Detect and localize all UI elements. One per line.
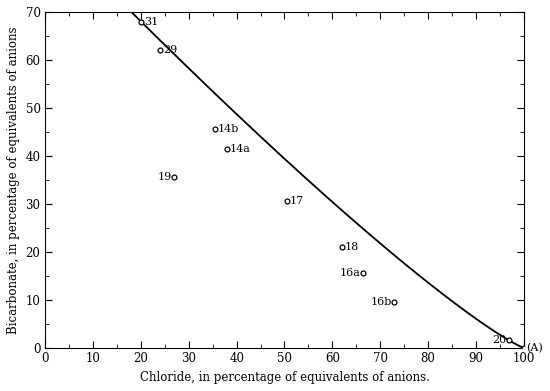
Text: 14b: 14b: [218, 124, 239, 135]
X-axis label: Chloride, in percentage of equivalents of anions.: Chloride, in percentage of equivalents o…: [140, 371, 430, 384]
Text: 31: 31: [144, 16, 158, 27]
Text: 18: 18: [345, 242, 359, 252]
Y-axis label: Bicarbonate, in percentage of equivalents of anions: Bicarbonate, in percentage of equivalent…: [7, 26, 20, 334]
Text: 16a: 16a: [340, 268, 361, 278]
Text: 17: 17: [290, 196, 304, 206]
Text: (A): (A): [526, 343, 543, 353]
Text: 14a: 14a: [230, 143, 251, 154]
Text: 16b: 16b: [370, 297, 392, 307]
Text: 20: 20: [492, 335, 507, 345]
Text: 29: 29: [163, 45, 177, 55]
Text: 19: 19: [157, 172, 172, 182]
